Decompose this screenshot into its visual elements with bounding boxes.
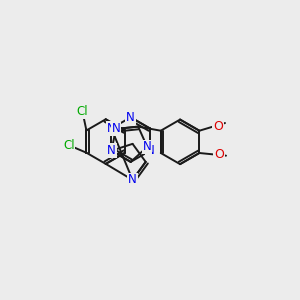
Text: O: O [214,148,224,161]
Text: N: N [143,140,152,154]
Text: N: N [146,144,154,157]
Text: Cl: Cl [63,139,75,152]
Text: N: N [112,122,120,135]
Text: O: O [213,120,223,133]
Text: N: N [107,122,116,135]
Text: Cl: Cl [77,105,88,118]
Text: N: N [126,111,135,124]
Text: N: N [128,173,137,186]
Text: N: N [107,144,116,157]
